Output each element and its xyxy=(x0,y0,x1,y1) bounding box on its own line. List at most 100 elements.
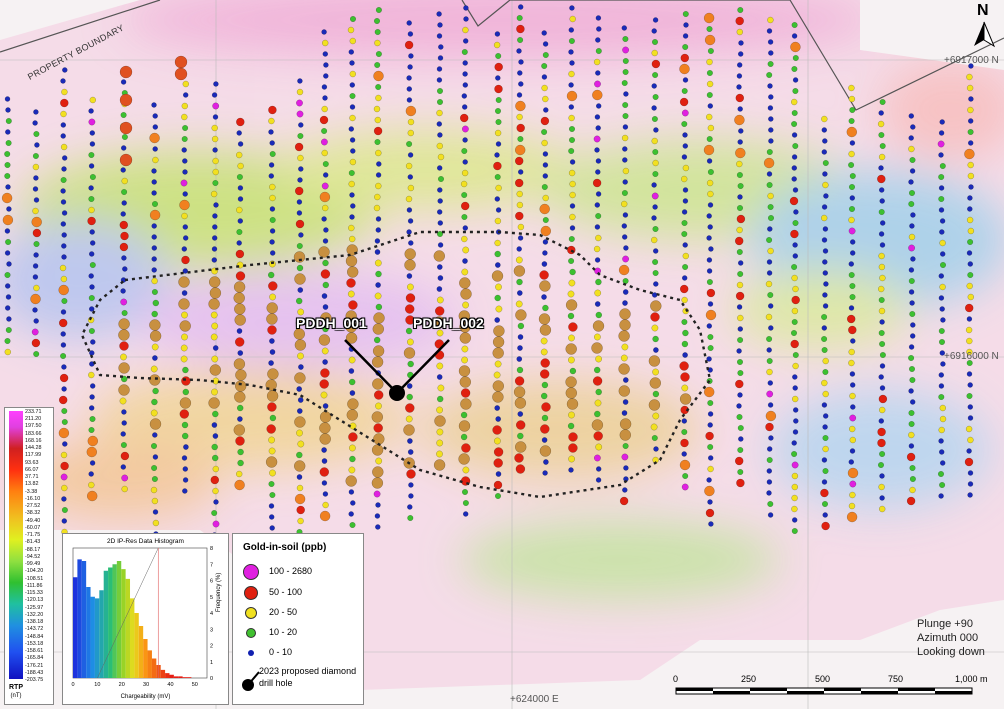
soil-sample-dot xyxy=(348,126,355,132)
soil-sample-dot xyxy=(541,139,548,147)
soil-sample-dot xyxy=(543,107,549,113)
soil-sample-dot xyxy=(766,468,773,474)
soil-sample-dot xyxy=(568,37,575,45)
soil-sample-dot xyxy=(119,65,133,79)
soil-sample-dot xyxy=(33,197,40,203)
soil-sample-dot xyxy=(679,459,691,471)
soil-sample-dot xyxy=(5,326,12,334)
soil-sample-dot xyxy=(791,109,798,117)
soil-sample-dot xyxy=(568,136,576,144)
soil-sample-dot xyxy=(373,204,381,212)
soil-sample-dot xyxy=(517,169,524,175)
soil-sample-dot xyxy=(298,122,304,128)
soil-sample-dot xyxy=(621,189,628,197)
soil-sample-dot xyxy=(32,274,39,280)
soil-sample-dot xyxy=(565,387,578,399)
soil-sample-dot xyxy=(298,166,304,172)
histogram-bar xyxy=(86,587,91,678)
soil-sample-dot xyxy=(33,175,39,181)
soil-sample-dot xyxy=(61,506,68,514)
soil-sample-dot xyxy=(295,297,303,305)
soil-sample-dot xyxy=(879,363,886,369)
soil-sample-dot xyxy=(436,406,444,414)
soil-sample-dot xyxy=(682,472,689,480)
histogram-bar xyxy=(90,596,95,678)
soil-sample-dot xyxy=(406,207,413,213)
soil-sample-dot xyxy=(849,436,857,444)
soil-sample-dot xyxy=(703,12,715,24)
soil-sample-dot xyxy=(60,133,66,139)
soil-sample-dot xyxy=(180,179,188,187)
soil-sample-dot xyxy=(681,219,688,227)
soil-sample-dot xyxy=(296,474,303,480)
soil-sample-dot xyxy=(408,482,414,488)
soil-sample-dot xyxy=(682,242,688,248)
soil-sample-dot xyxy=(346,278,356,288)
histogram-bar xyxy=(151,658,157,678)
soil-sample-dot xyxy=(735,93,745,103)
gold-class-label: 0 - 10 xyxy=(269,647,293,657)
soil-sample-dot xyxy=(32,152,39,160)
soil-sample-dot xyxy=(593,135,601,143)
soil-sample-dot xyxy=(737,392,743,398)
property-boundary-line xyxy=(0,0,161,53)
soil-sample-dot xyxy=(791,274,798,282)
soil-sample-dot xyxy=(651,434,658,442)
soil-sample-dot xyxy=(319,379,329,389)
soil-sample-dot xyxy=(539,280,551,292)
soil-sample-dot xyxy=(151,277,158,285)
soil-sample-dot xyxy=(321,447,327,453)
soil-sample-dot xyxy=(650,236,658,244)
soil-sample-dot xyxy=(319,115,329,125)
soil-sample-dot xyxy=(372,323,385,335)
soil-sample-dot xyxy=(792,374,798,380)
soil-sample-dot xyxy=(619,418,632,430)
drill-hole-label-pddh-002: PDDH_002 xyxy=(413,315,484,331)
histogram-ytick: 2 xyxy=(210,644,213,650)
soil-sample-dot xyxy=(31,328,39,336)
soil-sample-dot xyxy=(118,318,130,330)
soil-sample-dot xyxy=(939,460,946,466)
soil-sample-dot xyxy=(32,163,40,171)
soil-sample-dot xyxy=(768,325,774,331)
soil-sample-dot xyxy=(878,165,884,171)
gold-class-dot xyxy=(244,586,258,600)
soil-sample-dot xyxy=(88,471,94,477)
rtp-tick-label: -158.61 xyxy=(25,648,44,655)
soil-sample-dot xyxy=(407,31,414,37)
soil-sample-dot xyxy=(766,446,773,452)
soil-sample-dot xyxy=(791,517,798,523)
gold-class-label: 10 - 20 xyxy=(269,627,298,637)
soil-sample-dot xyxy=(937,470,945,478)
soil-sample-dot xyxy=(348,466,356,474)
soil-sample-dot xyxy=(460,398,472,410)
rtp-tick-label: -176.21 xyxy=(25,662,44,669)
soil-sample-dot xyxy=(437,153,445,161)
soil-sample-dot xyxy=(541,30,547,36)
soil-sample-dot xyxy=(621,79,628,87)
soil-sample-dot xyxy=(706,235,712,241)
soil-sample-dot xyxy=(149,374,161,386)
soil-sample-dot xyxy=(120,451,130,461)
soil-sample-dot xyxy=(349,104,356,110)
soil-sample-dot xyxy=(349,137,356,143)
soil-sample-dot xyxy=(213,202,219,208)
soil-sample-dot xyxy=(60,176,67,184)
soil-sample-dot xyxy=(60,122,67,128)
soil-sample-dot xyxy=(436,165,443,171)
soil-sample-dot xyxy=(151,190,157,196)
soil-sample-dot xyxy=(682,33,689,39)
soil-sample-dot xyxy=(908,113,915,119)
soil-sample-dot xyxy=(406,393,413,401)
soil-sample-dot xyxy=(407,438,413,444)
soil-sample-dot xyxy=(682,143,689,149)
drill-hole-icon xyxy=(242,671,260,691)
soil-sample-dot xyxy=(652,225,659,233)
rtp-tick-label: -81.43 xyxy=(25,539,41,546)
soil-sample-dot xyxy=(877,285,885,293)
soil-sample-dot xyxy=(516,356,523,362)
soil-sample-dot xyxy=(60,352,67,360)
soil-sample-dot xyxy=(517,223,525,231)
soil-sample-dot xyxy=(595,466,602,472)
soil-sample-dot xyxy=(766,171,773,177)
